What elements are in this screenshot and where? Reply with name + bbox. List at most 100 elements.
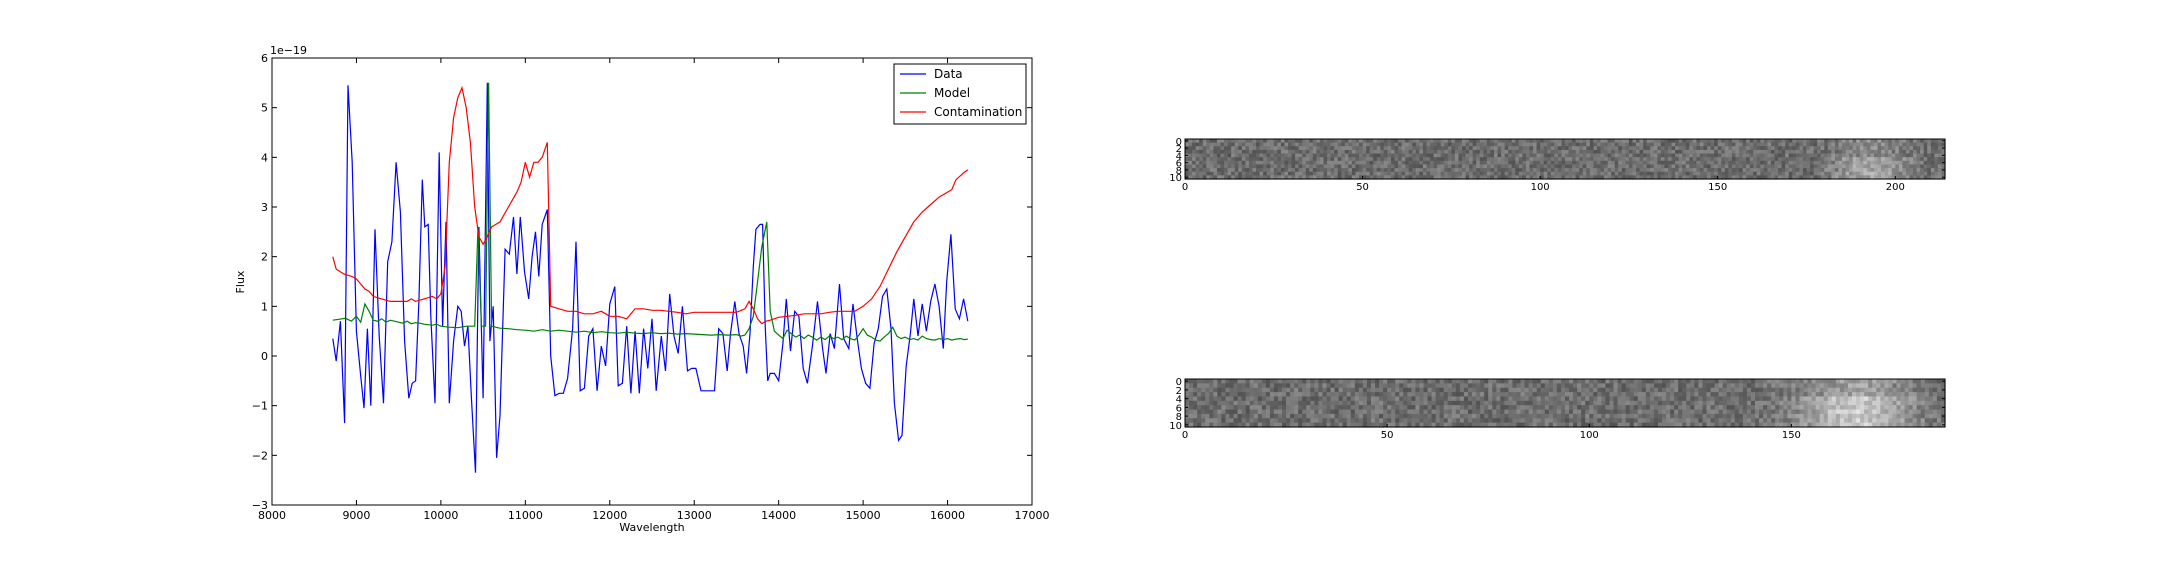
- image-pixel: [1888, 413, 1894, 419]
- image-pixel: [1369, 149, 1374, 155]
- image-pixel: [1916, 164, 1921, 169]
- image-pixel: [1201, 400, 1206, 406]
- image-pixel: [1604, 171, 1609, 176]
- image-pixel: [1767, 396, 1772, 402]
- image-pixel: [1649, 400, 1655, 406]
- image-pixel: [1528, 379, 1534, 384]
- image-pixel: [1632, 153, 1637, 158]
- image-pixel: [1781, 168, 1786, 173]
- image-pixel: [1653, 409, 1659, 415]
- image-pixel: [1334, 379, 1340, 384]
- image-pixel: [1465, 153, 1470, 158]
- image-pixel: [1451, 157, 1456, 162]
- image-pixel: [1582, 175, 1587, 180]
- image-pixel: [1209, 149, 1215, 155]
- image-pixel: [1717, 160, 1722, 166]
- image-pixel: [1233, 379, 1239, 384]
- image-pixel: [1884, 396, 1889, 402]
- image-pixel: [1330, 139, 1335, 144]
- image-pixel: [1273, 418, 1279, 424]
- image-pixel: [1312, 164, 1317, 169]
- image-pixel: [1419, 413, 1425, 419]
- image-frame: [1184, 378, 1946, 428]
- image-pixel: [1633, 392, 1639, 398]
- image-pixel: [1834, 157, 1840, 162]
- image-pixel: [1202, 139, 1207, 144]
- image-pixel: [1508, 139, 1513, 144]
- image-pixel: [1480, 379, 1485, 384]
- image-pixel: [1607, 171, 1612, 176]
- image-pixel: [1467, 400, 1473, 406]
- image-pixel: [1771, 392, 1776, 398]
- image-pixel: [1185, 400, 1190, 406]
- image-pixel: [1730, 387, 1736, 393]
- image-pixel: [1370, 422, 1376, 428]
- image-pixel: [1934, 157, 1939, 162]
- image-pixel: [1362, 413, 1368, 419]
- image-pixel: [1561, 171, 1566, 176]
- image-pixel: [1350, 400, 1356, 406]
- image-pixel: [1273, 142, 1278, 147]
- image-pixel: [1792, 160, 1797, 166]
- image-pixel: [1327, 175, 1332, 180]
- image-pixel: [1601, 379, 1607, 384]
- image-pixel: [1314, 405, 1319, 411]
- image-pixel: [1621, 405, 1627, 411]
- image-pixel: [1415, 409, 1421, 415]
- image-pixel: [1928, 383, 1934, 389]
- image-pixel: [1484, 396, 1489, 402]
- image-pixel: [1419, 157, 1424, 162]
- image-pixel: [1561, 146, 1566, 151]
- image-pixel: [1637, 392, 1643, 398]
- image-pixel: [1572, 168, 1577, 173]
- image-pixel: [1653, 387, 1659, 393]
- image-pixel: [1702, 392, 1708, 398]
- image-pixel: [1750, 405, 1756, 411]
- image-pixel: [1411, 387, 1417, 393]
- image-pixel: [1813, 139, 1818, 144]
- image-pixel: [1670, 379, 1675, 384]
- image-pixel: [1714, 142, 1719, 147]
- image-pixel: [1637, 418, 1643, 424]
- image-pixel: [1863, 157, 1868, 162]
- image-pixel: [1726, 396, 1732, 402]
- image-pixel: [1550, 142, 1555, 147]
- image-pixel: [1508, 146, 1513, 151]
- image-pixel: [1451, 383, 1457, 389]
- image-pixel: [1577, 405, 1582, 411]
- image-pixel: [1493, 142, 1499, 147]
- image-pixel: [1936, 392, 1942, 398]
- image-pixel: [1795, 409, 1801, 415]
- image-pixel: [1714, 175, 1719, 180]
- image-pixel: [1582, 139, 1587, 144]
- image-pixel: [1877, 139, 1882, 144]
- image-pixel: [1488, 418, 1493, 424]
- image-pixel: [1742, 405, 1748, 411]
- image-pixel: [1593, 164, 1598, 169]
- image-pixel: [1746, 379, 1752, 384]
- image-pixel: [1548, 383, 1554, 389]
- image-pixel: [1614, 160, 1619, 166]
- image-pixel: [1771, 379, 1776, 384]
- image-pixel: [1532, 379, 1538, 384]
- image-pixel: [1593, 413, 1598, 419]
- image-pixel: [1937, 146, 1943, 151]
- image-pixel: [1596, 153, 1602, 158]
- image-pixel: [1330, 409, 1336, 415]
- image-pixel: [1199, 153, 1204, 158]
- image-pixel: [1422, 142, 1428, 147]
- image-pixel: [1759, 379, 1764, 384]
- image-pixel: [1721, 175, 1726, 180]
- image-pixel: [1550, 157, 1555, 162]
- image-pixel: [1859, 157, 1864, 162]
- image-pixel: [1337, 168, 1342, 173]
- image-pixel: [1760, 139, 1765, 144]
- image-pixel: [1714, 164, 1719, 169]
- image-pixel: [1195, 168, 1200, 173]
- image-pixel: [1241, 413, 1247, 419]
- image-pixel: [1810, 146, 1815, 151]
- image-pixel: [1520, 379, 1526, 384]
- image-pixel: [1888, 164, 1893, 169]
- image-pixel: [1645, 392, 1651, 398]
- image-pixel: [1936, 405, 1942, 411]
